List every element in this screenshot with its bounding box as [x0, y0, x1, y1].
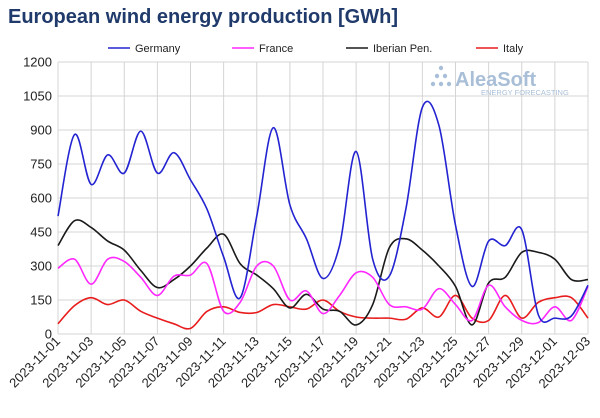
- logo-subtitle: ENERGY FORECASTING: [481, 88, 569, 97]
- axis-tick-labels: 0150300450600750900105012002023-11-01202…: [6, 55, 593, 392]
- series-line-france: [57, 256, 589, 325]
- y-tick-label: 1050: [23, 89, 52, 104]
- legend: Germany France Iberian Pen. Italy: [108, 43, 524, 55]
- legend-label: Germany: [135, 43, 181, 55]
- legend-item-italy: Italy: [476, 43, 524, 55]
- legend-label: Italy: [503, 43, 524, 55]
- logo-name: AleaSoft: [455, 69, 536, 91]
- logo-dots-icon: [430, 65, 452, 87]
- y-tick-label: 150: [30, 293, 52, 308]
- legend-item-france: France: [232, 43, 293, 55]
- chart-title: European wind energy production [GWh]: [8, 6, 398, 28]
- legend-item-germany: Germany: [108, 43, 181, 55]
- series-lines: [57, 100, 589, 330]
- aleasoft-logo: AleaSoft ENERGY FORECASTING: [430, 65, 569, 97]
- y-tick-label: 750: [30, 157, 52, 172]
- legend-label: France: [259, 43, 293, 55]
- series-line-iberian-pen: [57, 219, 589, 326]
- y-tick-label: 900: [30, 123, 52, 138]
- gridlines: [57, 61, 589, 335]
- y-tick-label: 0: [45, 327, 52, 342]
- y-tick-label: 300: [30, 259, 52, 274]
- y-tick-label: 1200: [23, 55, 52, 70]
- y-tick-label: 450: [30, 225, 52, 240]
- y-tick-label: 600: [30, 191, 52, 206]
- legend-label: Iberian Pen.: [373, 43, 432, 55]
- series-line-germany: [57, 100, 589, 324]
- legend-item-iberian-pen: Iberian Pen.: [346, 43, 432, 55]
